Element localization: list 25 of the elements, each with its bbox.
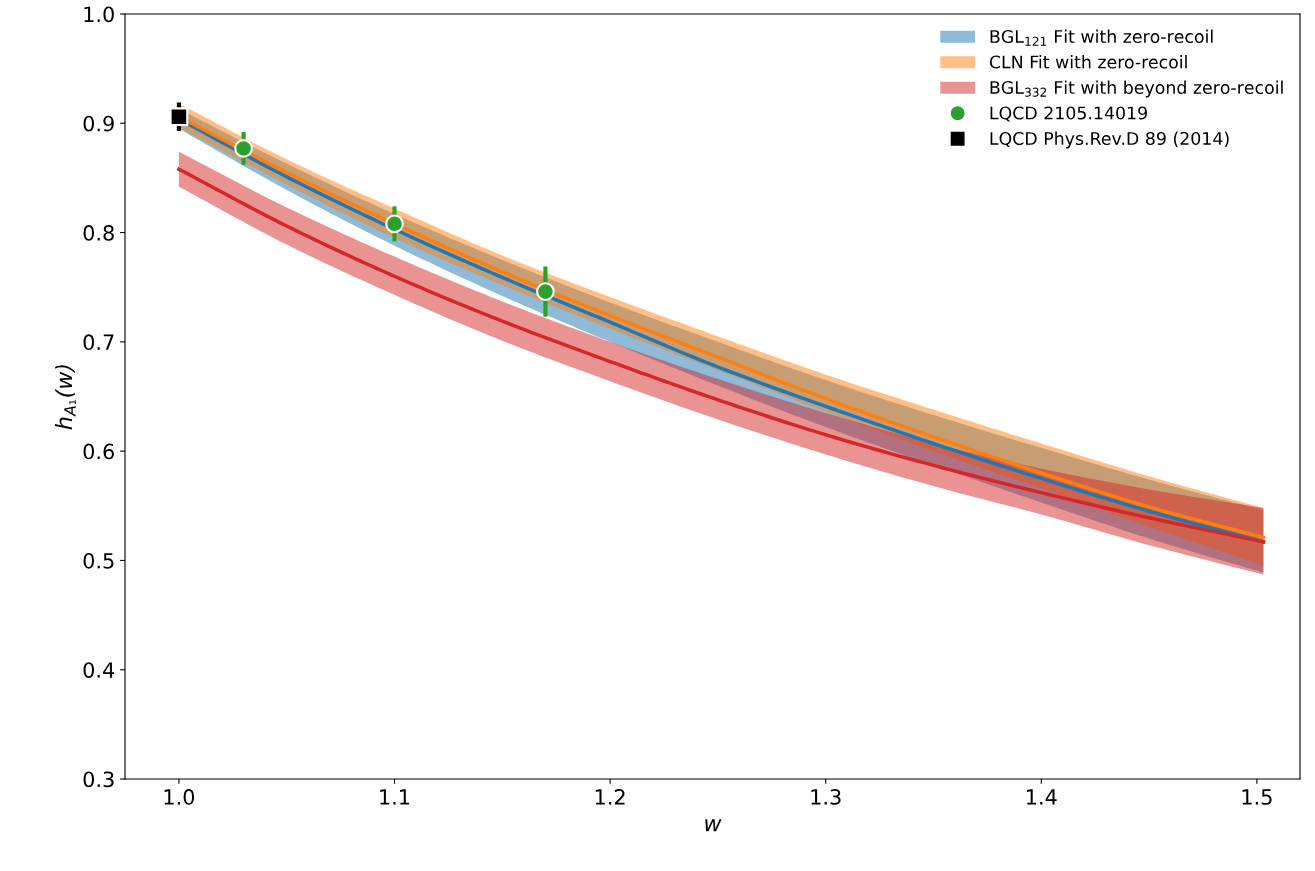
- y-axis-title: h$_{A₁}$(w): [55, 365, 76, 430]
- legend-label: LQCD Phys.Rev.D 89 (2014): [990, 131, 1229, 149]
- x-tick-label: 1.1: [380, 789, 410, 805]
- x-tick-label: 1.2: [595, 789, 625, 805]
- y-tick-label: 0.3: [83, 771, 114, 788]
- point: [234, 139, 253, 158]
- x-tick-label: 1.4: [1027, 789, 1057, 805]
- x-tick-label: 1.0: [164, 789, 195, 805]
- y-tick-label: 0.9: [83, 115, 114, 132]
- x-tick-label: 1.5: [1242, 789, 1272, 805]
- x-tick-label: 1.3: [811, 789, 841, 805]
- point: [536, 282, 555, 301]
- y-tick-label: 0.8: [83, 225, 114, 241]
- point: [169, 107, 189, 127]
- y-tick-label: 0.4: [83, 662, 115, 678]
- x-axis-title: w: [705, 819, 722, 832]
- legend-label: BGL$_{332}$ Fit with beyond zero-recoil: [990, 80, 1283, 98]
- y-tick-label: 0.7: [83, 334, 114, 351]
- y-tick-label: 1.0: [84, 6, 114, 23]
- y-tick-label: 0.5: [83, 552, 114, 569]
- y-tick-label: 0.6: [83, 443, 114, 460]
- legend-label: LQCD 2105.14019: [990, 106, 1147, 122]
- legend-label: CLN Fit with zero-recoil: [989, 55, 1187, 69]
- legend-label: BGL$_{121}$ Fit with zero-recoil: [990, 29, 1213, 46]
- point: [385, 214, 404, 234]
